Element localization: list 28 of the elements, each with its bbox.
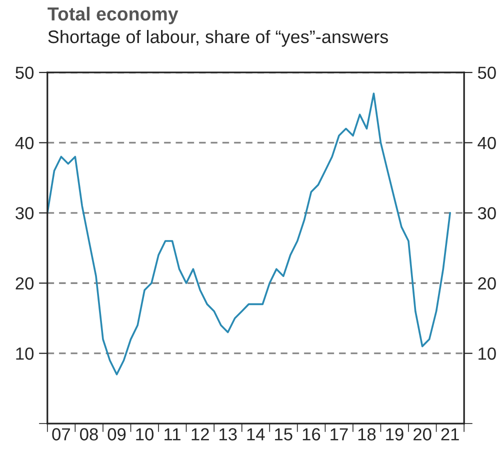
y-tick-label: 40 (15, 136, 34, 150)
x-tick-label: 12 (192, 428, 209, 440)
y-tick-label: 50 (16, 66, 34, 79)
x-tick-label: 21 (441, 428, 459, 440)
x-tick-label: 17 (330, 428, 348, 440)
line-series (47, 92, 451, 376)
y2-tick-label: 20 (478, 277, 496, 290)
chart-subtitle: Shortage of labour, share of “yes”-answers (48, 30, 388, 47)
x-tick-label: 13 (220, 428, 237, 440)
y-tick-label: 30 (16, 207, 34, 220)
x-tick-label: 16 (302, 428, 320, 440)
y-tick-label: 10 (16, 348, 34, 360)
chart-title: Total economy (48, 6, 178, 24)
x-tick-label: 10 (136, 428, 154, 440)
y2-tick-label: 50 (478, 66, 496, 79)
y2-tick-label: 10 (478, 348, 496, 360)
x-tick-label: 08 (80, 428, 98, 440)
x-tick-label: 15 (275, 428, 292, 440)
x-tick-label: 18 (358, 428, 376, 440)
x-tick-label: 14 (247, 428, 265, 440)
x-tick-label: 11 (164, 428, 180, 440)
y2-tick-label: 40 (478, 136, 496, 150)
x-tick-label: 19 (386, 428, 404, 440)
y2-tick-label: 30 (478, 207, 496, 220)
y-tick-label: 20 (16, 277, 34, 290)
x-tick-label: 09 (108, 428, 126, 440)
x-tick-label: 20 (414, 428, 432, 440)
x-tick-label: 07 (52, 428, 70, 440)
